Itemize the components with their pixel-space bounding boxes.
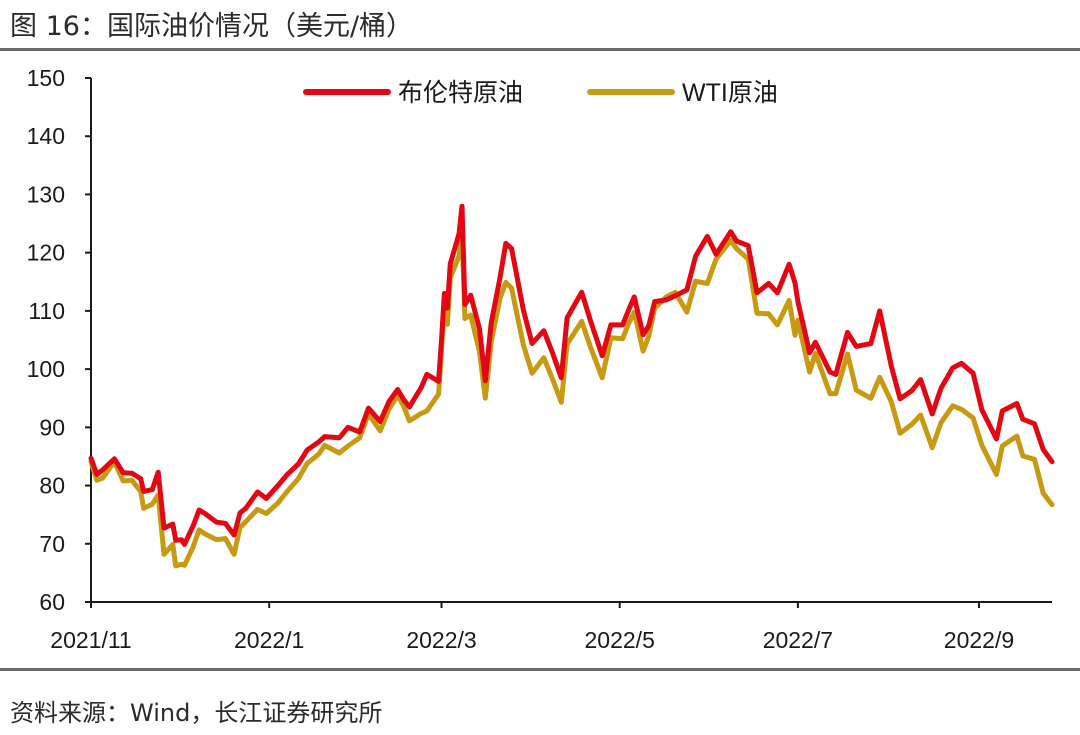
x-tick-label: 2022/9 xyxy=(944,627,1014,653)
bottom-rule xyxy=(0,668,1080,671)
series-line-brent xyxy=(88,203,1055,547)
source-note: 资料来源：Wind，长江证券研究所 xyxy=(10,699,383,727)
x-tick-label: 2022/7 xyxy=(763,627,833,653)
top-rule xyxy=(0,48,1080,51)
x-tick-label: 2022/5 xyxy=(585,627,655,653)
y-tick-label: 90 xyxy=(39,414,65,440)
x-tick-label: 2022/1 xyxy=(234,627,304,653)
y-tick-label: 70 xyxy=(39,531,65,557)
x-tick-label: 2021/11 xyxy=(50,627,131,653)
legend-label-wti: WTI原油 xyxy=(682,79,778,107)
series-line-wti xyxy=(88,228,1055,569)
x-tick-label: 2022/3 xyxy=(406,627,476,653)
y-tick-label: 60 xyxy=(39,589,65,615)
chart-legend: 布伦特原油 WTI原油 xyxy=(303,79,778,107)
y-tick-label: 100 xyxy=(27,356,65,382)
y-tick-label: 80 xyxy=(39,473,65,499)
series-layer xyxy=(88,203,1055,569)
y-tick-label: 130 xyxy=(27,181,65,207)
legend-label-brent: 布伦特原油 xyxy=(398,79,523,107)
y-tick-label: 140 xyxy=(27,123,65,149)
chart-axes: 60 70 80 90 100 110 120 130 140 150 2021/11 2022/1 2… xyxy=(27,65,1052,653)
y-tick-label: 110 xyxy=(28,298,65,324)
oil-price-chart: 60 70 80 90 100 110 120 130 140 150 2021/11 2022/1 2… xyxy=(27,65,1055,653)
y-tick-label: 150 xyxy=(27,65,65,91)
y-tick-label: 120 xyxy=(27,240,65,266)
figure-title: 图 16：国际油价情况（美元/桶） xyxy=(10,11,414,42)
